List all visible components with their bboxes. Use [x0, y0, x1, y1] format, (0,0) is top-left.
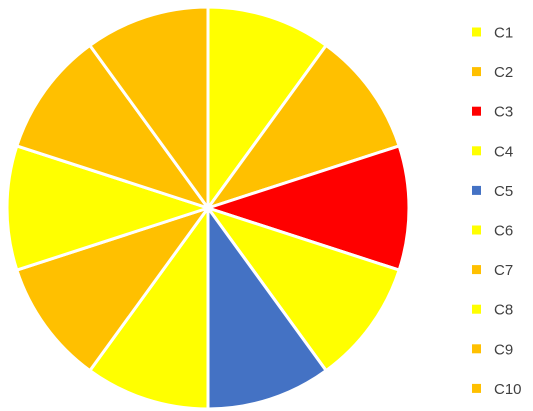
legend-swatch-c7	[472, 265, 481, 275]
legend-swatch-c3	[472, 106, 481, 116]
legend-label-c5: C5	[494, 183, 513, 200]
legend-swatch-c8	[472, 304, 481, 314]
legend-label-c8: C8	[494, 302, 513, 319]
legend-label-c7: C7	[494, 262, 513, 279]
legend-label-c2: C2	[494, 64, 513, 81]
pie-slice-c6	[88, 206, 210, 411]
pie-slice-c4	[206, 206, 401, 373]
legend-swatch-c6	[472, 225, 481, 235]
pie-slice-c10	[88, 5, 210, 210]
legend-label-c3: C3	[494, 104, 513, 121]
legend-swatch-c2	[472, 67, 481, 77]
legend-swatch-c5	[472, 185, 481, 195]
legend: C1 C2 C3 C4 C5 C6 C7 C8 C9 C10	[472, 25, 522, 398]
legend-label-c1: C1	[494, 25, 513, 42]
pie-slice-c3	[206, 144, 411, 272]
legend-label-c9: C9	[494, 341, 513, 358]
legend-label-c4: C4	[494, 143, 513, 160]
pie-slice-c2	[206, 43, 401, 210]
pie-slice-c9	[15, 43, 210, 210]
pie-slice-c7	[15, 206, 210, 373]
legend-swatch-c9	[472, 344, 481, 354]
legend-swatch-c4	[472, 146, 481, 156]
legend-label-c10: C10	[494, 381, 522, 398]
pie-slice-c8	[5, 144, 210, 272]
legend-swatch-c10	[472, 383, 481, 393]
pie-slice-c5	[206, 206, 328, 411]
legend-label-c6: C6	[494, 223, 513, 240]
pie-slices	[5, 5, 411, 411]
pie-slice-c1	[206, 5, 328, 210]
legend-swatch-c1	[472, 27, 481, 37]
